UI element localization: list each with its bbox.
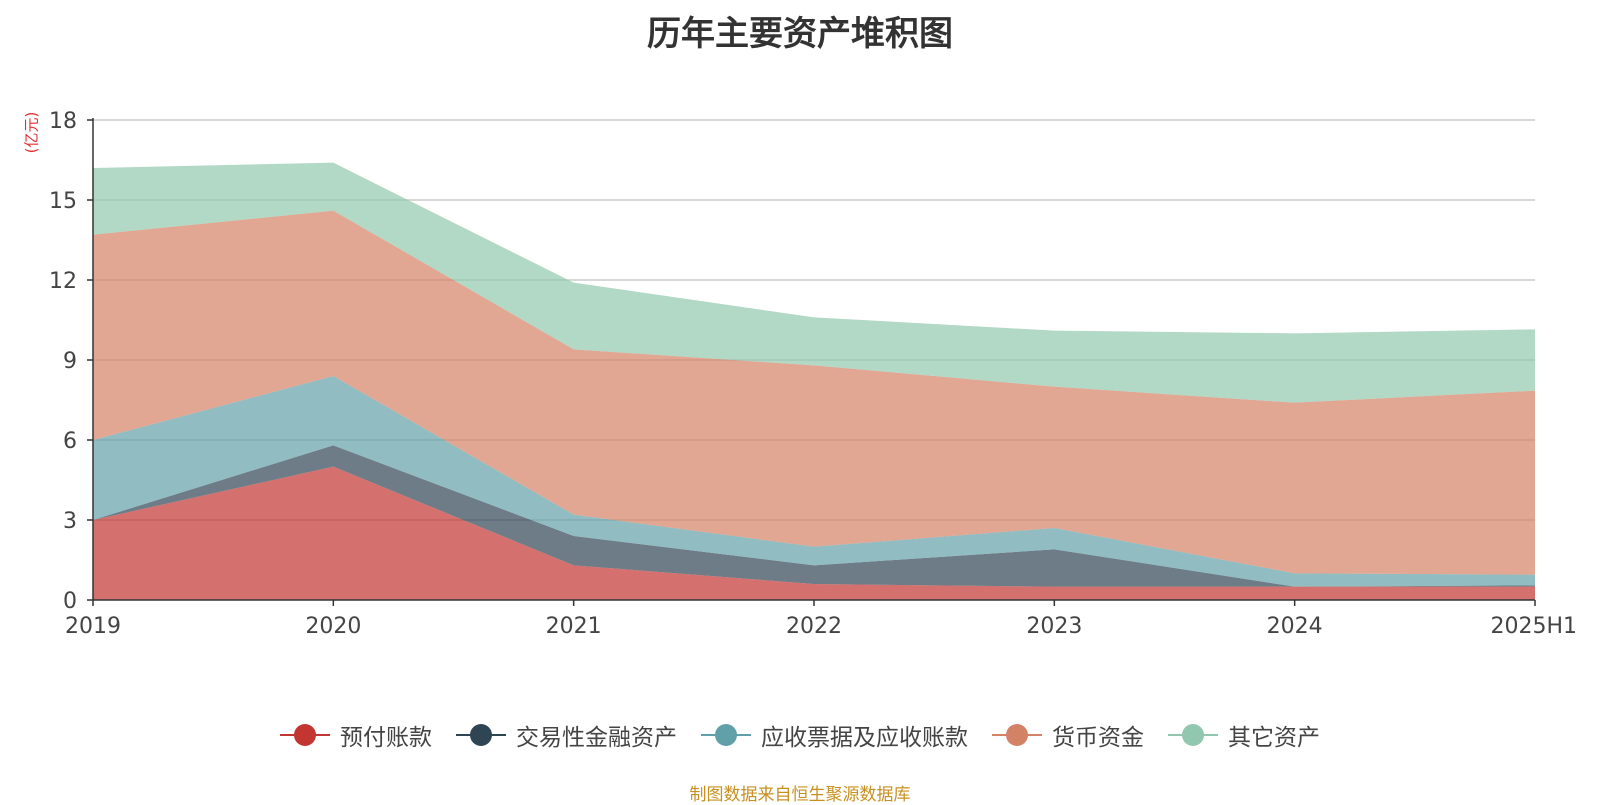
- y-tick-label: 12: [49, 269, 77, 294]
- area-series-0: [93, 466, 1535, 600]
- legend-dot: [470, 724, 492, 746]
- y-tick-label: 15: [49, 189, 77, 214]
- area-series-4: [93, 162, 1535, 403]
- area-series-3: [93, 210, 1535, 575]
- legend-item[interactable]: 货币资金: [992, 718, 1144, 752]
- tick-labels: 0 3 6 9 12 15 18 2019 2020 2021 2022 2023 2024 2025H1: [49, 109, 1577, 639]
- legend-item[interactable]: 预付账款: [280, 718, 432, 752]
- legend-label: 预付账款: [340, 725, 432, 751]
- x-tick-label: 2021: [546, 614, 602, 639]
- legend-dot: [1182, 724, 1204, 746]
- x-tick-label: 2020: [305, 614, 361, 639]
- area-layers: [93, 162, 1535, 600]
- legend-label: 交易性金融资产: [516, 725, 677, 751]
- x-tick-label: 2023: [1026, 614, 1082, 639]
- legend-dot: [1006, 724, 1028, 746]
- stacked-area-chart: 0 3 6 9 12 15 18 2019 2020 2021 2022 2023 2024 2025H1: [49, 109, 1577, 639]
- y-tick-label: 3: [63, 509, 77, 534]
- y-tick-label: 18: [49, 109, 77, 134]
- legend-label: 货币资金: [1052, 725, 1144, 751]
- legend-swatch-icon: [701, 723, 751, 747]
- legend-item[interactable]: 交易性金融资产: [456, 718, 677, 752]
- y-tick-label: 0: [63, 589, 77, 614]
- x-tick-label: 2024: [1267, 614, 1323, 639]
- y-tick-label: 9: [63, 349, 77, 374]
- source-note: 制图数据来自恒生聚源数据库: [689, 785, 911, 805]
- axes: [87, 118, 1536, 606]
- legend-label: 其它资产: [1228, 725, 1320, 751]
- x-tick-label: 2022: [786, 614, 842, 639]
- legend-label: 应收票据及应收账款: [761, 725, 968, 751]
- legend-swatch-icon: [456, 723, 506, 747]
- legend-dot: [294, 724, 316, 746]
- legend-item[interactable]: 应收票据及应收账款: [701, 718, 968, 752]
- x-tick-label: 2025H1: [1490, 614, 1577, 639]
- legend: 预付账款 交易性金融资产 应收票据及应收账款 货币资金 其它资产: [0, 718, 1600, 752]
- chart-title: 历年主要资产堆积图: [647, 14, 953, 54]
- legend-swatch-icon: [1168, 723, 1218, 747]
- x-tick-label: 2019: [65, 614, 121, 639]
- legend-dot: [715, 724, 737, 746]
- legend-swatch-icon: [280, 723, 330, 747]
- y-tick-label: 6: [63, 429, 77, 454]
- legend-item[interactable]: 其它资产: [1168, 718, 1320, 752]
- legend-swatch-icon: [992, 723, 1042, 747]
